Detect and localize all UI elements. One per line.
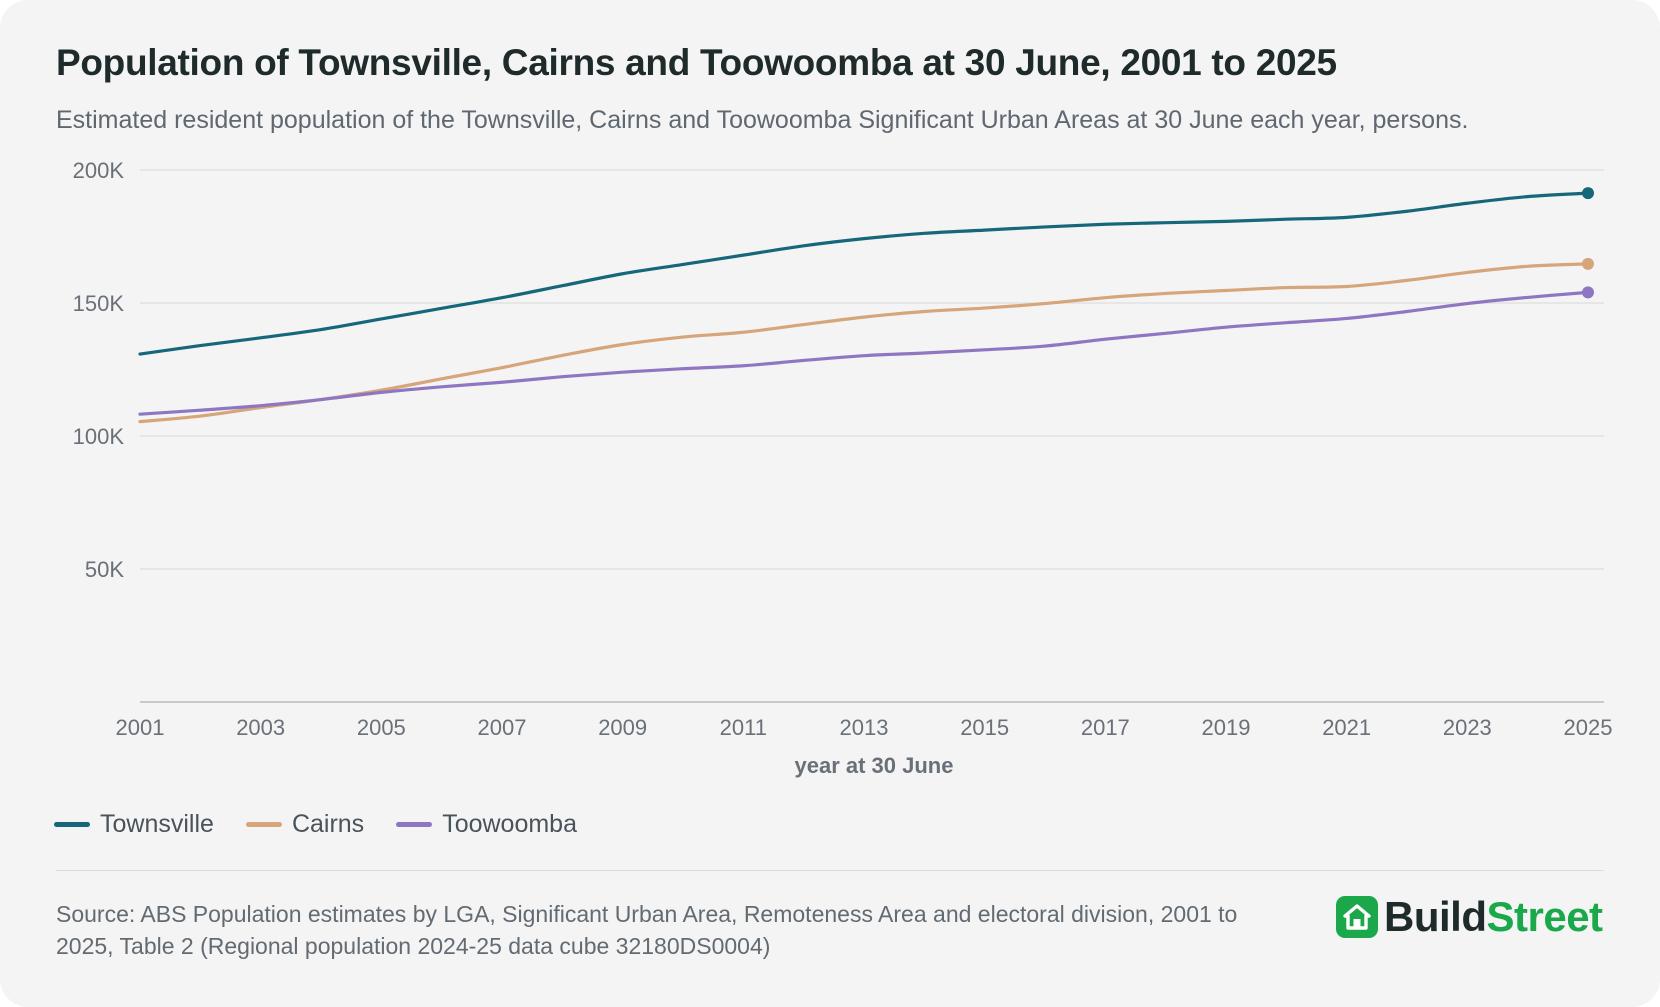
legend-item-townsville: Townsville (54, 810, 214, 839)
x-tick-label: 2019 (1202, 715, 1251, 740)
legend-swatch-cairns (245, 822, 282, 827)
legend-item-toowoomba: Toowoomba (396, 810, 577, 839)
legend-item-cairns: Cairns (245, 810, 365, 839)
legend-label: Cairns (291, 810, 365, 838)
series-endpoint-cairns (1582, 257, 1594, 270)
line-chart: 50K 100K 150K 200K 2001 2003 2005 2007 2009 2011 2… (73, 158, 1613, 778)
y-tick-label: 100K (73, 424, 125, 449)
x-tick-label: 2001 (116, 715, 165, 740)
legend-swatch-toowoomba (396, 822, 433, 827)
y-tick-label: 200K (73, 158, 125, 183)
x-tick-label: 2009 (598, 715, 647, 740)
y-tick-label: 50K (85, 557, 124, 582)
x-tick-label: 2025 (1564, 715, 1613, 740)
series-endpoint-toowoomba (1582, 286, 1594, 299)
series-line-townsville (138, 191, 1590, 356)
legend: Townsville Cairns Toowoomba (54, 810, 577, 839)
legend-label: Toowoomba (442, 810, 577, 838)
brand-word-street: Street (1486, 893, 1603, 940)
series-line-toowoomba (138, 290, 1590, 416)
x-tick-label: 2005 (357, 715, 406, 740)
series-endpoint-townsville (1582, 187, 1594, 200)
x-tick-label: 2017 (1081, 715, 1130, 740)
footer-divider (56, 870, 1604, 871)
series-line-cairns (138, 262, 1590, 424)
source-note: Source: ABS Population estimates by LGA,… (56, 901, 1238, 959)
chart-subtitle: Estimated resident population of the Tow… (56, 106, 1469, 134)
chart-title: Population of Townsville, Cairns and Too… (56, 42, 1337, 83)
x-tick-label: 2003 (236, 715, 285, 740)
house-icon (1336, 896, 1378, 938)
brand-word-build: Build (1384, 893, 1487, 940)
brand-logo: BuildStreet (1336, 893, 1603, 941)
x-tick-label: 2021 (1322, 715, 1371, 740)
x-axis-title: year at 30 June (795, 753, 954, 778)
legend-label: Townsville (100, 810, 214, 838)
x-tick-label: 2023 (1443, 715, 1492, 740)
y-tick-label: 150K (73, 291, 125, 316)
legend-swatch-townsville (54, 822, 90, 827)
x-tick-label: 2011 (720, 715, 767, 740)
x-tick-label: 2015 (960, 715, 1009, 740)
brand-wordmark: BuildStreet (1384, 893, 1603, 941)
x-tick-label: 2013 (840, 715, 889, 740)
x-tick-label: 2007 (478, 715, 527, 740)
